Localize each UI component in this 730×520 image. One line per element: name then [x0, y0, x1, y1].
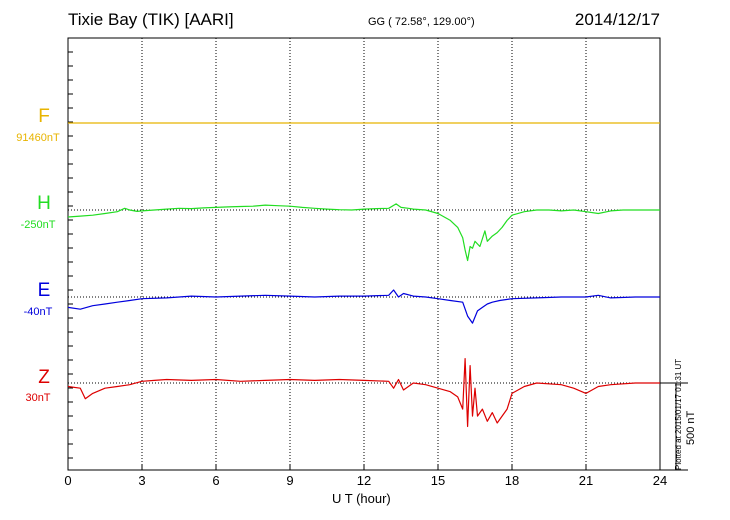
series-line-e — [67, 289, 660, 324]
scale-bar-label: 500 nT — [685, 410, 697, 445]
date-label: 2014/12/17 — [574, 10, 660, 29]
channel-e-baseline: -40nT — [23, 306, 53, 318]
channel-f-label: F — [38, 106, 50, 127]
grid — [141, 38, 587, 470]
x-tick-label: 15 — [431, 473, 445, 488]
x-tick-label: 18 — [505, 473, 519, 488]
x-axis-label: U T (hour) — [332, 491, 391, 506]
channel-h-baseline: -250nT — [20, 219, 56, 231]
x-ticks: 0 3 6 9 12 15 18 21 24 — [64, 464, 667, 488]
x-tick-label: 0 — [64, 473, 71, 488]
channel-z-label: Z — [38, 367, 50, 388]
series-line-z — [67, 358, 660, 428]
y-ticks — [68, 51, 73, 459]
channel-h-label: H — [37, 193, 51, 214]
x-tick-label: 3 — [138, 473, 145, 488]
station-title: Tixie Bay (TIK) [AARI] — [68, 10, 234, 29]
x-tick-label: 12 — [357, 473, 371, 488]
channel-z-baseline: 30nT — [25, 392, 51, 404]
x-tick-label: 6 — [212, 473, 219, 488]
series — [67, 122, 660, 428]
x-tick-label: 21 — [579, 473, 593, 488]
scale-bar — [660, 382, 688, 471]
plotted-timestamp: Plotted at 2015/01/17 01:31 UT — [674, 358, 683, 470]
x-tick-label: 9 — [286, 473, 293, 488]
channel-f-baseline: 91460nT — [16, 132, 60, 144]
channel-e-label: E — [37, 280, 51, 301]
geographic-coords: GG ( 72.58°, 129.00°) — [368, 16, 475, 28]
x-tick-label: 24 — [653, 473, 667, 488]
series-line-h — [67, 203, 660, 262]
